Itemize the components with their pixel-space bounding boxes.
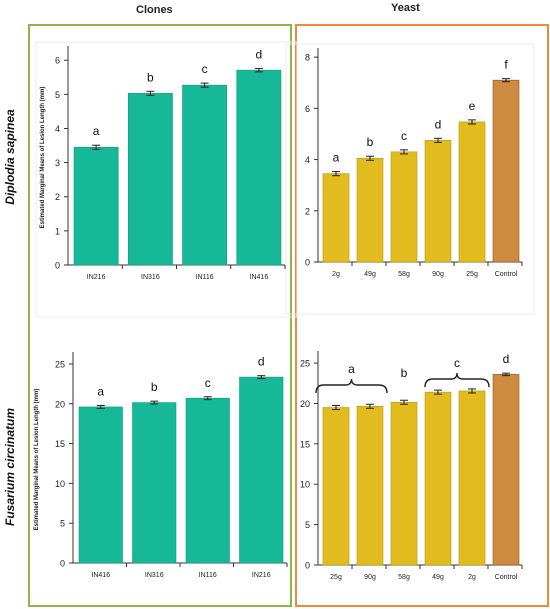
x-tick-label: 49g [364, 271, 376, 278]
bar [458, 121, 486, 263]
bar [182, 84, 228, 266]
y-tick-label: 25 [55, 359, 65, 369]
y-tick-label: 10 [300, 480, 310, 490]
y-tick-label: 25 [300, 359, 310, 369]
x-tick-label: IN216 [252, 572, 271, 579]
x-tick-label: 90g [364, 574, 376, 581]
y-tick-label: 5 [55, 90, 60, 100]
y-tick-label: 20 [300, 399, 310, 409]
significance-letter: e [469, 99, 476, 113]
y-tick-label: 6 [55, 56, 60, 66]
significance-letter: d [503, 352, 510, 366]
significance-letter: b [401, 366, 408, 380]
x-tick-label: IN116 [199, 572, 217, 579]
bar [356, 157, 384, 263]
y-tick-label: 20 [55, 399, 65, 409]
significance-letter: b [367, 135, 374, 149]
bar [239, 376, 284, 564]
bar [424, 391, 452, 566]
y-axis-title: Estimated Marginal Means of Lesion Lengt… [40, 87, 46, 229]
significance-letter: a [333, 151, 340, 165]
x-tick-label: IN316 [145, 572, 164, 579]
x-tick-label: IN116 [196, 274, 214, 281]
y-tick-label: 4 [55, 124, 60, 134]
y-tick-label: 5 [60, 519, 65, 529]
bar [322, 173, 350, 263]
significance-letter: d [258, 355, 265, 369]
bar [390, 401, 418, 566]
bar [185, 397, 230, 564]
y-tick-label: 3 [55, 158, 60, 168]
significance-letter: a [93, 124, 100, 138]
y-tick-label: 2 [55, 192, 60, 202]
x-tick-label: 58g [398, 574, 410, 581]
clones-frame [28, 24, 292, 607]
y-tick-label: 0 [305, 561, 310, 571]
y-tick-label: 0 [55, 261, 60, 271]
y-tick-label: 5 [305, 520, 310, 530]
y-tick-label: 2 [305, 206, 310, 216]
bar [78, 406, 123, 564]
y-tick-label: 0 [305, 258, 310, 268]
x-tick-label: 49g [432, 574, 444, 581]
bar [390, 151, 418, 263]
bar [492, 374, 520, 566]
x-tick-label: 2g [468, 574, 476, 581]
bar [236, 69, 282, 266]
significance-letter: c [454, 356, 460, 370]
x-tick-label: 25g [330, 574, 342, 581]
x-tick-label: 90g [432, 271, 444, 278]
x-tick-label: IN416 [250, 274, 269, 281]
y-tick-label: 1 [55, 226, 60, 236]
y-tick-label: 15 [55, 439, 65, 449]
x-tick-label: Control [495, 271, 518, 278]
bar [127, 93, 173, 266]
significance-letter: b [151, 380, 158, 394]
x-tick-label: IN316 [141, 274, 160, 281]
significance-letter: f [504, 58, 508, 72]
bar [356, 405, 384, 566]
significance-letter: c [401, 129, 407, 143]
clones-column-title: Clones [136, 4, 173, 16]
bar [492, 79, 520, 263]
y-tick-label: 15 [300, 439, 310, 449]
y-tick-label: 4 [305, 155, 310, 165]
yeast-frame [295, 24, 549, 607]
y-tick-label: 10 [55, 479, 65, 489]
significance-letter: c [202, 62, 208, 76]
bar [424, 140, 452, 263]
group-bracket [315, 378, 388, 394]
y-tick-label: 6 [305, 104, 310, 114]
significance-letter: b [147, 70, 154, 84]
x-tick-label: 58g [398, 271, 410, 278]
y-tick-label: 0 [60, 559, 65, 569]
significance-letter: c [205, 376, 211, 390]
group-bracket [424, 372, 490, 388]
significance-letter: d [256, 47, 263, 61]
significance-letter: d [435, 117, 442, 131]
x-tick-label: Control [495, 574, 518, 581]
x-tick-label: 2g [332, 271, 340, 278]
significance-letter: a [348, 362, 355, 376]
bar [322, 407, 350, 566]
chart-backdrop [35, 41, 298, 318]
y-tick-label: 8 [305, 53, 310, 63]
y-axis-title: Estimated Marginal Means of Lesion Lengt… [34, 389, 40, 531]
yeast-column-title: Yeast [391, 2, 420, 14]
x-tick-label: 25g [466, 271, 478, 278]
significance-letter: a [97, 385, 104, 399]
chart-backdrop [285, 43, 535, 315]
x-tick-label: IN216 [87, 274, 106, 281]
bar [458, 390, 486, 566]
x-tick-label: IN416 [91, 572, 110, 579]
